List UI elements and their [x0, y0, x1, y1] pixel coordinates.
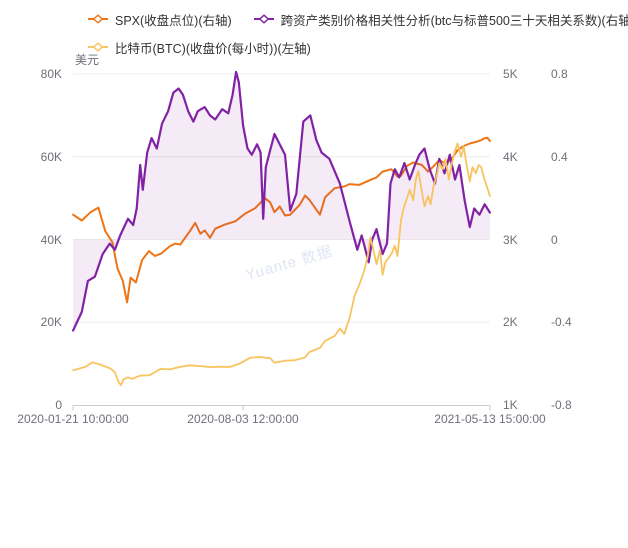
legend-label-spx: SPX(收盘点位)(右轴): [115, 13, 232, 28]
x-axis-tick-label: 2020-08-03 12:00:00: [187, 412, 299, 426]
legend: SPX(收盘点位)(右轴) 跨资产类别价格相关性分析(btc与标普500三十天相…: [88, 5, 628, 61]
y-axis-outer-right-tick: 0: [551, 232, 558, 247]
y-axis-left-tick: 60K: [40, 149, 62, 164]
legend-label-correlation: 跨资产类别价格相关性分析(btc与标普500三十天相关系数)(右轴): [280, 13, 628, 28]
legend-row-1: SPX(收盘点位)(右轴) 跨资产类别价格相关性分析(btc与标普500三十天相…: [88, 5, 628, 33]
legend-label-btc: 比特币(BTC)(收盘价(每小时))(左轴): [115, 41, 311, 56]
series-line-0: [72, 136, 491, 304]
legend-item-correlation[interactable]: 跨资产类别价格相关性分析(btc与标普500三十天相关系数)(右轴): [253, 10, 628, 29]
legend-item-spx[interactable]: SPX(收盘点位)(右轴): [88, 10, 232, 29]
y-axis-right-tick: 3K: [503, 232, 518, 247]
y-axis-left-tick: 20K: [40, 315, 62, 330]
y-axis-right-tick: 2K: [503, 315, 518, 330]
y-axis-outer-right-tick: -0.4: [551, 315, 572, 330]
y-axis-left-tick: 80K: [40, 67, 62, 81]
y-axis-title: 美元: [75, 53, 100, 67]
series-line-2: [72, 142, 491, 387]
y-axis-left-tick: 40K: [40, 232, 62, 247]
y-axis-outer-right-tick: 0.8: [551, 67, 568, 81]
series-line-1: [71, 70, 491, 332]
y-axis-right-tick: 5K: [503, 67, 518, 81]
legend-marker-spx-icon: [88, 14, 108, 24]
y-axis-outer-right-tick: -0.8: [551, 398, 572, 412]
y-axis-outer-right-tick: 0.4: [551, 149, 568, 164]
legend-item-btc[interactable]: 比特币(BTC)(收盘价(每小时))(左轴): [88, 38, 311, 57]
plot-area: [71, 70, 491, 411]
y-axis-right-tick: 1K: [503, 398, 518, 412]
series-area-1: [73, 71, 490, 331]
legend-row-2: 比特币(BTC)(收盘价(每小时))(左轴): [88, 33, 628, 61]
x-axis-tick-label: 2021-05-13 15:00:00: [434, 412, 546, 426]
legend-marker-correlation-icon: [253, 14, 274, 24]
legend-marker-btc-icon: [88, 42, 108, 52]
y-axis-right-tick: 4K: [503, 149, 518, 164]
y-axis-left-tick: 0: [55, 398, 62, 412]
x-axis-tick-label: 2020-01-21 10:00:00: [17, 412, 129, 426]
